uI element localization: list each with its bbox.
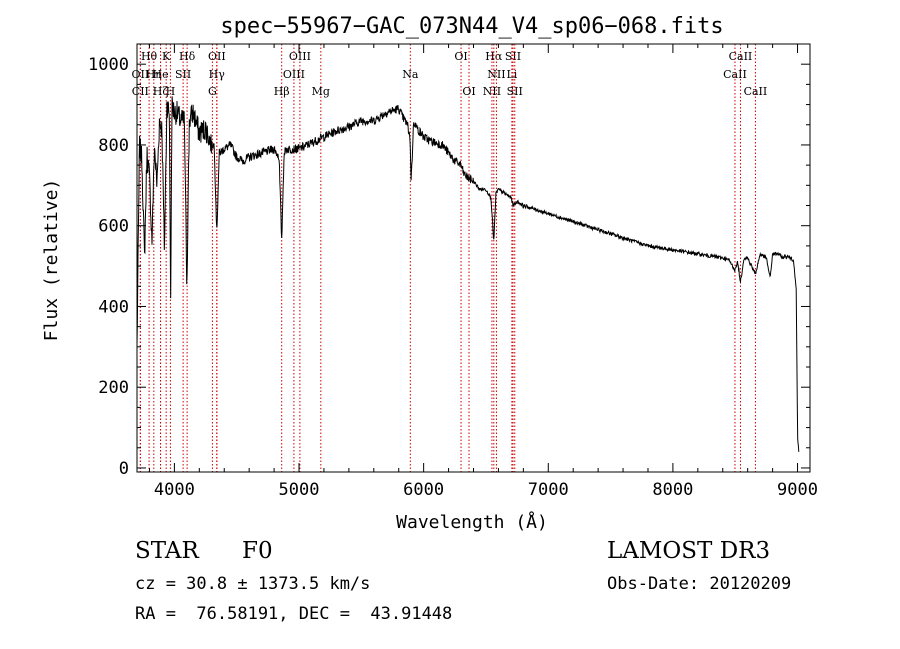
line-marker-label-19: CII <box>132 85 149 98</box>
line-marker-label-15: Na <box>402 68 419 81</box>
line-marker-label-24: Mg <box>312 85 330 98</box>
line-marker-label-23: Hβ <box>274 85 290 98</box>
axis-layer: 4000 5000 6000 7000 8000 9000 0 200 400 600 800 100… <box>88 43 818 500</box>
line-marker-label-6: Hα <box>485 50 503 63</box>
line-marker-label-5: OI <box>454 50 467 63</box>
line-marker-label-26: NII <box>483 85 501 98</box>
line-marker-label-22: G <box>208 85 217 98</box>
line-marker-label-11: He <box>153 68 169 81</box>
line-marker-label-7: SII <box>505 50 521 63</box>
x-tick-label-0: 4000 <box>154 480 195 500</box>
y-axis-label: Flux (relative) <box>41 179 62 342</box>
line-marker-label-4: OIII <box>289 50 311 63</box>
line-marker-label-3: OII <box>208 50 226 63</box>
y-tick-label-0: 0 <box>119 459 129 479</box>
line-marker-label-17: Li <box>506 68 517 81</box>
line-marker-label-27: SII <box>507 85 523 98</box>
x-tick-label-4: 8000 <box>652 480 693 500</box>
spectrum-line <box>136 96 800 452</box>
line-marker-label-21: H <box>166 85 176 98</box>
line-marker-label-28: CaII <box>744 85 768 98</box>
spectrum-layer <box>136 96 800 452</box>
line-marker-label-12: SII <box>175 68 191 81</box>
redshift-velocity: cz = 30.8 ± 1373.5 km/s <box>135 574 371 594</box>
line-marker-label-2: Hδ <box>179 50 196 63</box>
object-subclass: F0 <box>242 538 273 564</box>
chart-title: spec−55967−GAC_073N44_V4_sp06−068.fits <box>220 14 723 39</box>
x-tick-label-2: 6000 <box>403 480 444 500</box>
line-marker-label-14: OIII <box>283 68 305 81</box>
y-tick-label-4: 800 <box>98 136 129 156</box>
x-tick-label-5: 9000 <box>777 480 818 500</box>
line-marker-label-0: Hθ <box>141 50 158 63</box>
x-tick-label-1: 5000 <box>279 480 320 500</box>
x-axis-label: Wavelength (Å) <box>396 511 548 533</box>
line-marker-label-25: OI <box>462 85 475 98</box>
coordinates: RA = 76.58191, DEC = 43.91448 <box>135 604 453 624</box>
line-marker-label-1: K <box>162 50 171 63</box>
line-marker-label-18: CaII <box>723 68 747 81</box>
line-marker-label-8: CaII <box>729 50 753 63</box>
observation-date: Obs-Date: 20120209 <box>607 574 792 594</box>
line-marker-label-16: NII <box>487 68 505 81</box>
y-tick-label-2: 400 <box>98 297 129 317</box>
x-tick-label-3: 7000 <box>528 480 569 500</box>
survey-name: LAMOST DR3 <box>607 538 771 564</box>
line-marker-label-20: Hζ <box>153 85 169 98</box>
y-tick-label-5: 1000 <box>88 55 129 75</box>
line-marker-label-13: Hγ <box>209 68 226 81</box>
line-marker-label-9: OII <box>132 68 150 81</box>
y-tick-label-3: 600 <box>98 217 129 237</box>
object-class: STAR <box>135 538 199 564</box>
line-marker-label-10: Hη <box>146 68 162 81</box>
y-tick-label-1: 200 <box>98 378 129 398</box>
